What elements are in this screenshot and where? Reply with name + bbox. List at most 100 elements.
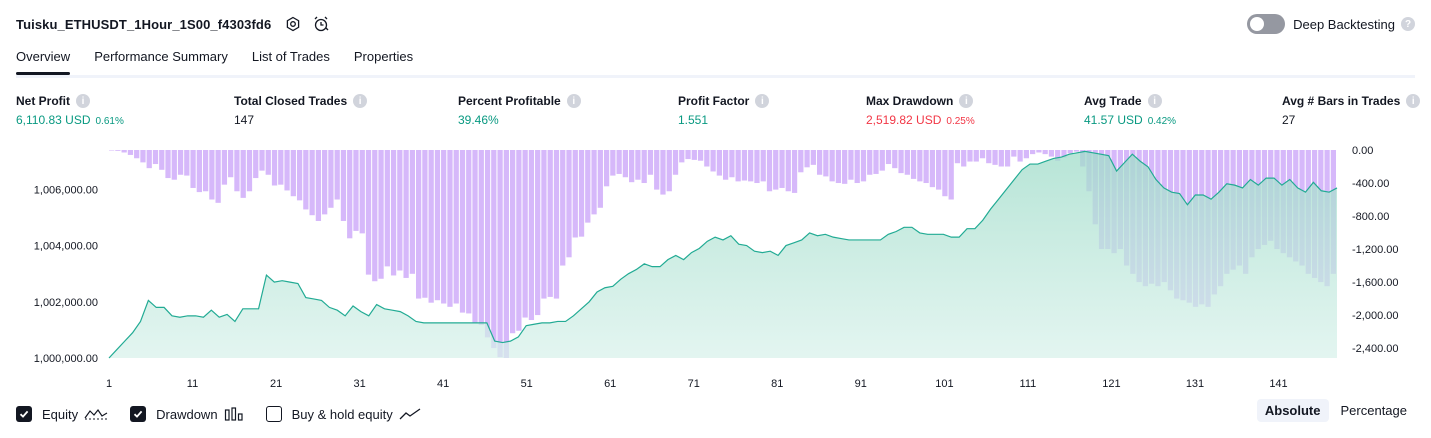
help-icon[interactable]: ? <box>1401 17 1415 31</box>
info-icon[interactable]: i <box>1147 94 1162 108</box>
drawdown-bar <box>278 150 284 185</box>
equity-checkbox[interactable] <box>16 406 32 422</box>
deep-backtesting-toggle[interactable] <box>1247 14 1286 34</box>
alert-clock-icon[interactable] <box>311 14 331 34</box>
metric-label: Max Drawdown <box>866 94 954 108</box>
drawdown-bar <box>610 150 616 176</box>
drawdown-bar <box>522 150 528 318</box>
x-axis-label: 61 <box>604 378 616 390</box>
metric-percent: 0.42% <box>1147 116 1177 127</box>
absolute-button[interactable]: Absolute <box>1256 399 1329 422</box>
drawdown-bar <box>766 150 773 192</box>
drawdown-bar <box>328 150 334 208</box>
left-axis-label: 1,004,000.00 <box>34 241 98 253</box>
metric-profit-factor: Profit Factor i 1.551 <box>678 94 770 127</box>
drawdown-bar <box>835 150 842 184</box>
drawdown-bar <box>484 150 491 338</box>
metric-total-closed-trades: Total Closed Trades i 147 <box>234 94 368 127</box>
drawdown-bar <box>265 150 271 175</box>
drawdown-checkbox[interactable] <box>130 406 147 422</box>
drawdown-bar <box>1055 150 1061 161</box>
drawdown-bar <box>403 150 409 278</box>
drawdown-bar <box>196 150 202 193</box>
equity-drawdown-chart[interactable]: 1,000,000.00 1,002,000.00 1,004,000.00 1,00… <box>0 140 1431 398</box>
drawdown-bar <box>296 150 303 201</box>
drawdown-bar <box>390 150 397 276</box>
tab-performance-summary[interactable]: Performance Summary <box>94 49 228 64</box>
drawdown-bar <box>1061 150 1067 158</box>
drawdown-bar <box>246 150 253 192</box>
x-axis-label: 1 <box>106 378 112 390</box>
drawdown-bar <box>904 150 910 175</box>
tab-properties[interactable]: Properties <box>353 49 414 64</box>
drawdown-bar <box>453 150 459 304</box>
drawdown-bar <box>459 150 466 313</box>
drawdown-bar <box>566 150 572 258</box>
equity-line-icon <box>84 407 108 421</box>
right-axis-label: -1,200.00 <box>1352 244 1398 256</box>
metric-label: Percent Profitable <box>458 94 561 108</box>
buy-hold-checkbox[interactable] <box>265 406 282 422</box>
drawdown-bar <box>854 150 860 184</box>
right-axis-label: -2,000.00 <box>1352 310 1398 322</box>
drawdown-bar <box>867 150 873 175</box>
drawdown-bar <box>115 150 121 151</box>
info-icon[interactable]: i <box>353 94 368 108</box>
x-axis-label: 141 <box>1269 378 1287 390</box>
left-axis-label: 1,006,000.00 <box>34 184 98 196</box>
drawdown-bar <box>134 150 140 159</box>
metric-avg-trade: Avg Trade i 41.57 USD 0.42% <box>1084 94 1176 127</box>
drawdown-bar <box>647 150 654 175</box>
drawdown-bar <box>779 150 785 188</box>
drawdown-bar <box>303 150 309 210</box>
metric-avg-bars-in-trades: Avg # Bars in Trades i 27 <box>1282 94 1421 127</box>
drawdown-bar <box>741 150 748 181</box>
legend-buy-hold-equity[interactable]: Buy & hold equity <box>265 406 421 422</box>
percentage-button[interactable]: Percentage <box>1340 403 1408 418</box>
drawdown-bar <box>898 150 904 174</box>
drawdown-bar <box>923 150 929 184</box>
drawdown-bar <box>710 150 716 172</box>
info-icon[interactable]: i <box>1406 94 1421 108</box>
drawdown-bar <box>979 150 986 159</box>
deep-backtesting-control: Deep Backtesting ? <box>1247 12 1415 36</box>
metric-value: 41.57 USD <box>1084 113 1143 127</box>
drawdown-bar <box>754 150 760 184</box>
drawdown-bar <box>603 150 610 187</box>
tab-list-of-trades[interactable]: List of Trades <box>251 49 330 64</box>
settings-icon[interactable] <box>283 14 303 34</box>
tab-overview[interactable]: Overview <box>16 46 71 75</box>
legend-drawdown-label: Drawdown <box>156 406 218 422</box>
metric-percent: 0.61% <box>95 116 124 127</box>
strategy-name: Tuisku_ETHUSDT_1Hour_1S00_f4303fd6 <box>16 16 272 32</box>
drawdown-bar <box>547 150 553 297</box>
drawdown-bar <box>654 150 660 190</box>
drawdown-bar <box>209 150 215 200</box>
drawdown-bar <box>672 150 679 175</box>
drawdown-bar <box>509 150 516 334</box>
x-axis-label: 111 <box>1020 378 1037 390</box>
legend-drawdown[interactable]: Drawdown <box>130 406 243 422</box>
drawdown-bar <box>773 150 779 190</box>
view-mode-switch: Absolute Percentage <box>1253 399 1415 422</box>
drawdown-bar <box>409 150 415 274</box>
drawdown-bar <box>641 150 647 184</box>
info-icon[interactable]: i <box>76 94 90 108</box>
drawdown-bar <box>1036 150 1042 153</box>
info-icon[interactable]: i <box>959 94 974 108</box>
drawdown-bar <box>635 150 641 180</box>
drawdown-bar <box>397 150 403 271</box>
drawdown-bar <box>309 150 315 216</box>
drawdown-bar <box>466 150 472 314</box>
info-icon[interactable]: i <box>755 94 770 108</box>
info-icon[interactable]: i <box>566 94 581 108</box>
deep-backtesting-label: Deep Backtesting <box>1293 16 1395 32</box>
x-axis-label: 21 <box>270 378 282 390</box>
drawdown-bar <box>1042 150 1048 155</box>
drawdown-bar <box>597 150 603 208</box>
metric-value: 39.46% <box>458 113 499 127</box>
drawdown-bar <box>998 150 1004 167</box>
drawdown-bar <box>572 150 578 238</box>
legend-equity[interactable]: Equity <box>16 406 108 422</box>
drawdown-bar <box>791 150 798 193</box>
